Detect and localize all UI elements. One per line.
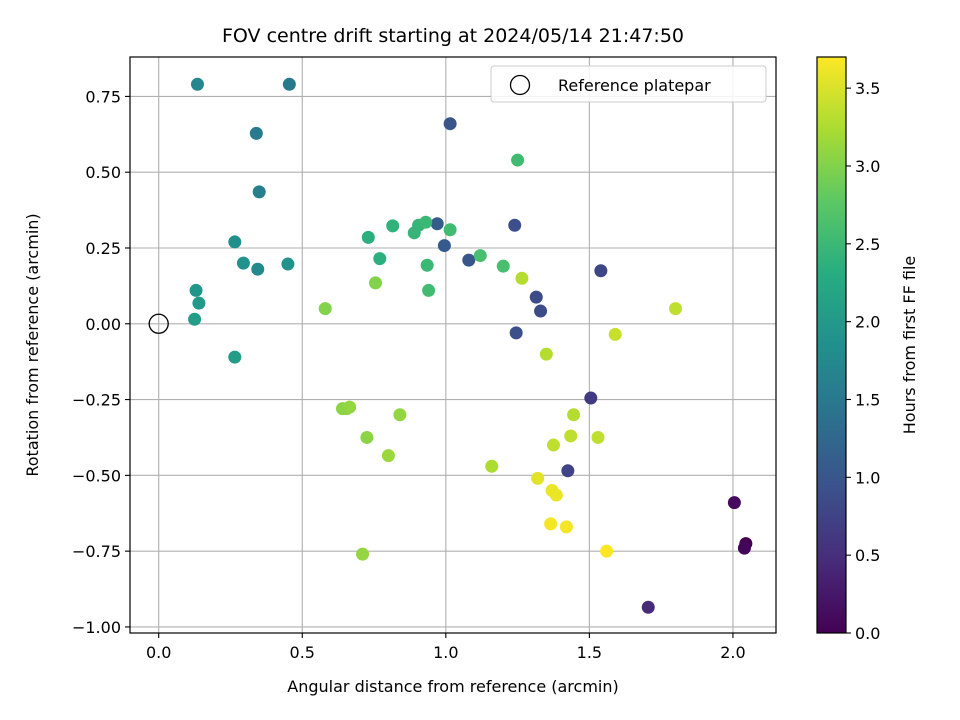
data-point xyxy=(561,464,575,478)
data-point xyxy=(343,400,357,414)
data-point xyxy=(360,430,374,444)
colorbar-tick-label: 1.0 xyxy=(855,468,880,487)
x-tick-label: 1.5 xyxy=(577,643,602,662)
data-point xyxy=(509,326,523,340)
data-point xyxy=(192,296,206,310)
data-point xyxy=(228,350,242,364)
colorbar-tick-label: 3.5 xyxy=(855,79,880,98)
x-tick-label: 2.0 xyxy=(720,643,745,662)
y-tick-label: 0.00 xyxy=(85,315,121,334)
data-point xyxy=(420,258,434,272)
legend-box xyxy=(490,65,767,103)
colorbar: 0.0 0.5 1.0 1.5 2.0 2.5 3.0 3.5 Hours from firs… xyxy=(816,56,919,643)
data-point xyxy=(608,327,622,341)
data-point xyxy=(594,264,608,278)
data-point xyxy=(281,257,295,271)
data-point xyxy=(534,304,548,318)
data-point xyxy=(591,430,605,444)
data-point xyxy=(318,302,332,316)
data-point xyxy=(600,544,614,558)
x-axis-label: Angular distance from reference (arcmin) xyxy=(287,677,618,696)
y-tick-label: −1.00 xyxy=(72,618,121,637)
data-point xyxy=(567,408,581,422)
x-axis-ticks: 0.0 0.5 1.0 1.5 2.0 xyxy=(146,633,746,662)
data-point xyxy=(559,520,573,534)
data-point xyxy=(236,256,250,270)
data-point xyxy=(361,230,375,244)
y-tick-label: 0.75 xyxy=(85,87,121,106)
data-point xyxy=(546,438,560,452)
data-point xyxy=(249,126,263,140)
colorbar-tick-label: 1.5 xyxy=(855,390,880,409)
data-point xyxy=(485,459,499,473)
data-point xyxy=(282,77,296,91)
data-point xyxy=(190,77,204,91)
data-point xyxy=(443,117,457,131)
data-point xyxy=(430,217,444,231)
data-point xyxy=(564,429,578,443)
data-point xyxy=(539,347,553,361)
data-point xyxy=(419,215,433,229)
colorbar-tick-label: 0.5 xyxy=(855,546,880,565)
data-point xyxy=(373,252,387,266)
y-tick-label: −0.25 xyxy=(72,391,121,410)
data-point xyxy=(393,408,407,422)
data-point xyxy=(252,185,266,199)
data-point xyxy=(462,253,476,267)
data-point xyxy=(496,259,510,273)
colorbar-label: Hours from first FF file xyxy=(900,256,919,435)
data-point xyxy=(189,283,203,297)
data-point xyxy=(422,283,436,297)
data-point xyxy=(531,471,545,485)
colorbar-ticks: 0.0 0.5 1.0 1.5 2.0 2.5 3.0 3.5 xyxy=(846,79,880,643)
data-point xyxy=(251,262,265,276)
colorbar-tick-label: 3.0 xyxy=(855,157,880,176)
y-tick-label: −0.75 xyxy=(72,542,121,561)
data-point xyxy=(584,391,598,405)
x-tick-label: 0.0 xyxy=(146,643,171,662)
y-tick-label: 0.50 xyxy=(85,163,121,182)
data-point xyxy=(544,517,558,531)
data-point xyxy=(549,488,563,502)
x-tick-label: 1.0 xyxy=(433,643,458,662)
legend-label: Reference platepar xyxy=(558,76,711,95)
colorbar-tick-label: 2.5 xyxy=(855,235,880,254)
data-point xyxy=(443,223,457,237)
data-point xyxy=(188,312,202,326)
data-point xyxy=(437,239,451,253)
reference-marker-layer xyxy=(148,313,169,334)
data-point xyxy=(228,235,242,249)
data-point xyxy=(473,249,487,263)
y-axis-ticks: −1.00 −0.75 −0.50 −0.25 0.00 0.25 0.50 0.75 xyxy=(72,87,130,637)
data-point xyxy=(737,541,751,555)
data-point xyxy=(386,219,400,233)
data-points xyxy=(188,77,753,614)
legend: Reference platepar xyxy=(490,65,767,103)
data-point xyxy=(727,496,741,510)
colorbar-tick-label: 0.0 xyxy=(855,624,880,643)
y-tick-label: 0.25 xyxy=(85,239,121,258)
data-point xyxy=(669,302,683,316)
data-point xyxy=(368,276,382,290)
legend-reference-marker xyxy=(509,74,531,96)
y-tick-label: −0.50 xyxy=(72,466,121,485)
grid-lines xyxy=(130,57,776,633)
colorbar-tick-label: 2.0 xyxy=(855,313,880,332)
data-point xyxy=(381,449,395,463)
plot-frame xyxy=(129,56,777,634)
y-axis-label: Rotation from reference (arcmin) xyxy=(23,213,42,476)
chart-title: FOV centre drift starting at 2024/05/14 … xyxy=(222,25,684,47)
data-point xyxy=(641,600,655,614)
data-point xyxy=(529,290,543,304)
data-point xyxy=(356,547,370,561)
data-point xyxy=(515,271,529,285)
data-point xyxy=(511,153,525,167)
colorbar-gradient xyxy=(817,57,846,633)
reference-platepar-marker xyxy=(148,313,169,334)
data-point xyxy=(508,218,522,232)
colorbar-frame xyxy=(816,56,847,634)
x-tick-label: 0.5 xyxy=(290,643,315,662)
